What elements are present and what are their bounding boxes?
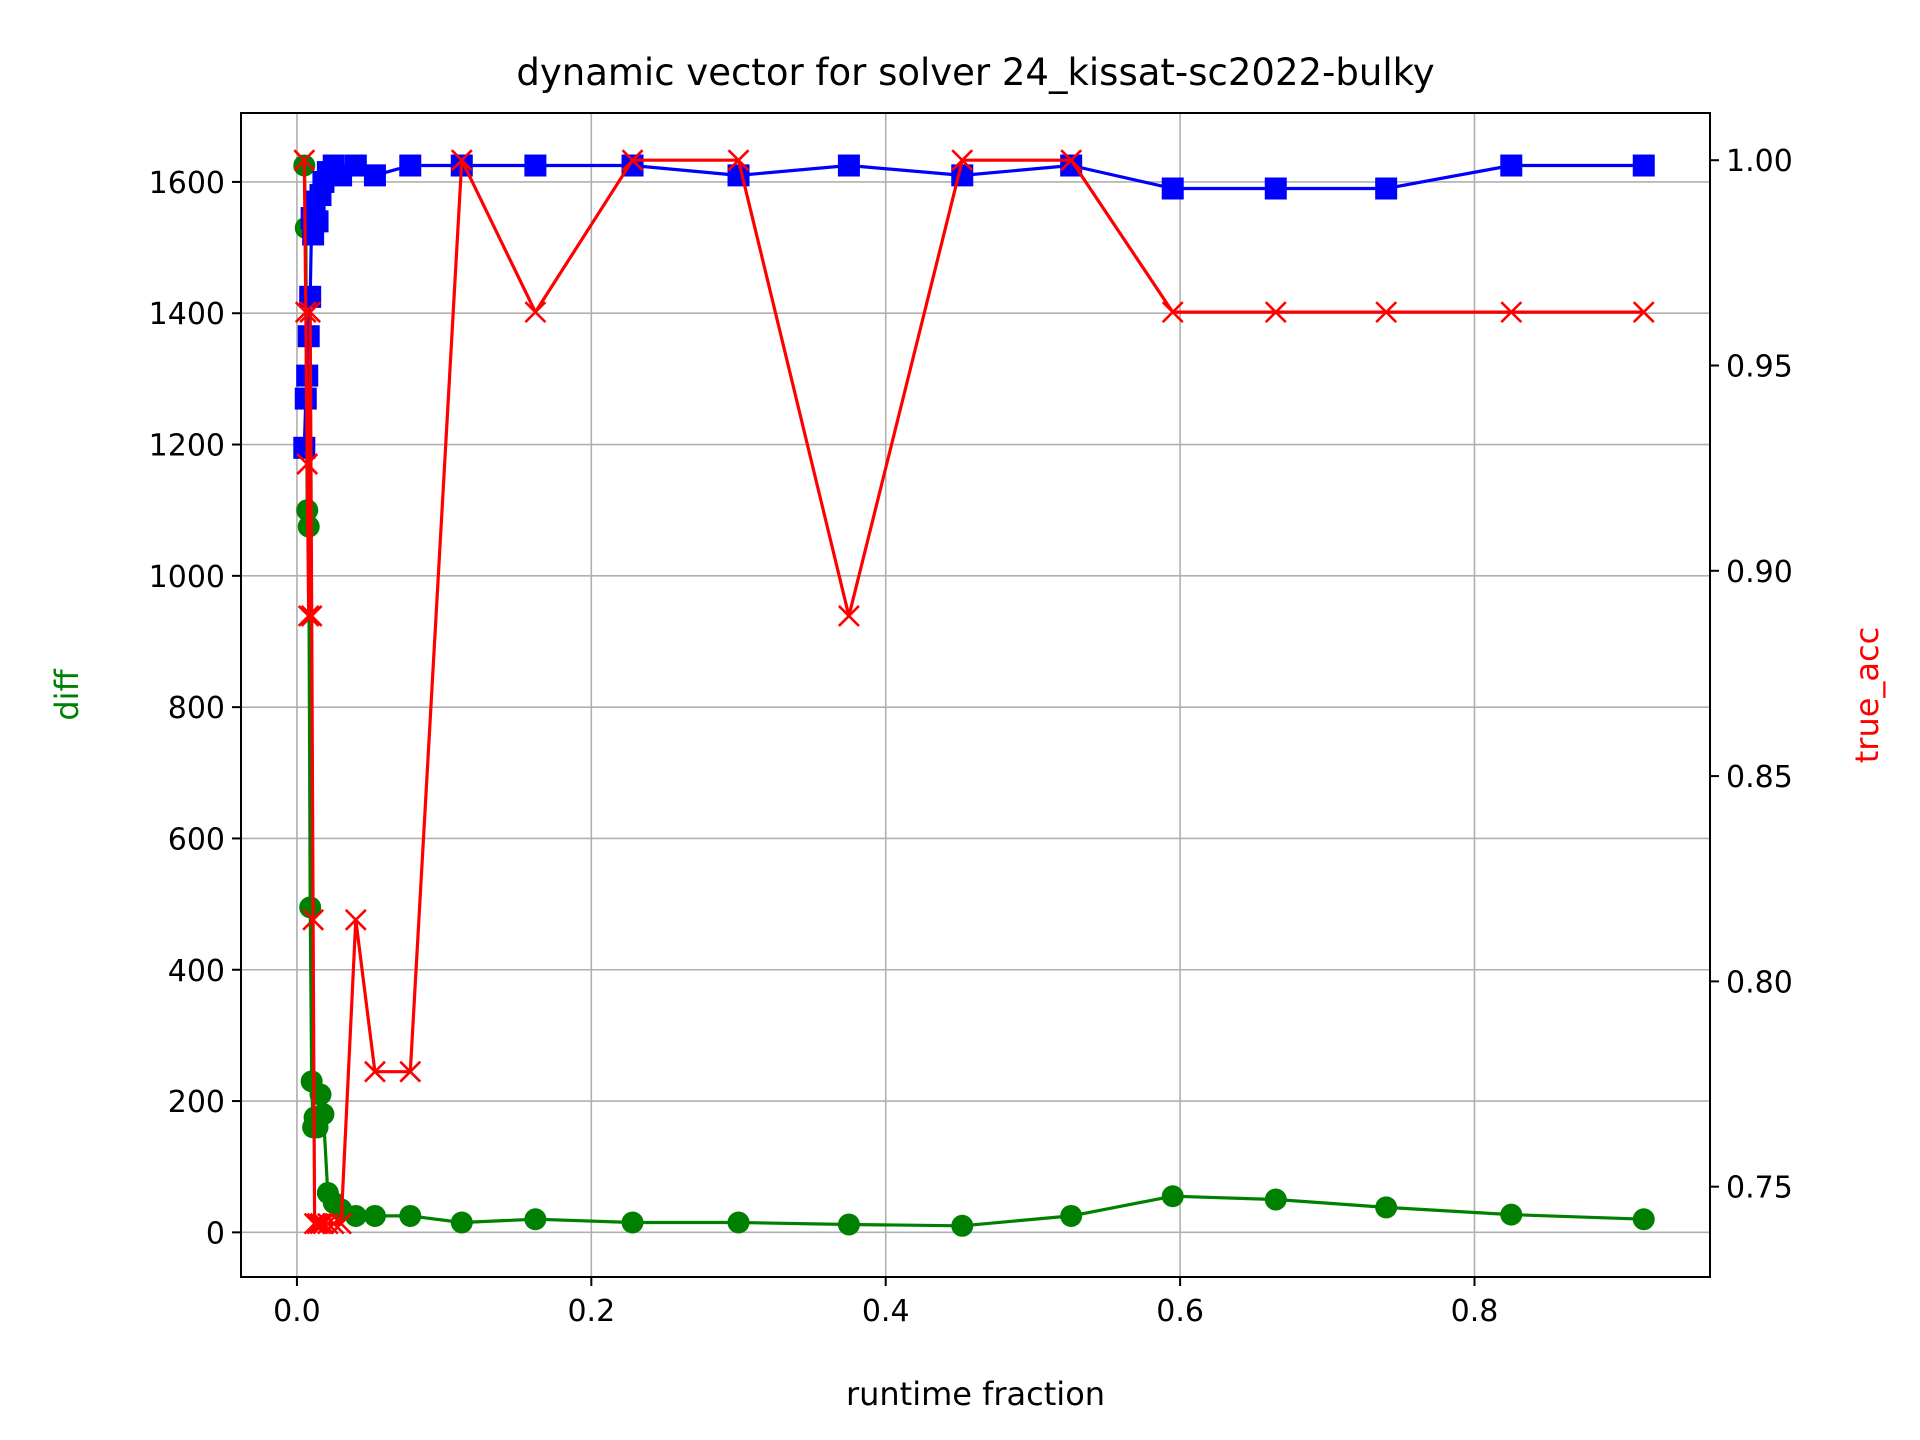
data-point bbox=[1632, 1208, 1655, 1231]
left-y-tick-label: 1200 bbox=[149, 429, 225, 464]
axis-ticks: 0.0 0.2 0.4 0.6 0.80200400600800100012001400… bbox=[149, 144, 1793, 1329]
data-point bbox=[1264, 1188, 1287, 1211]
data-point bbox=[1632, 154, 1655, 177]
data-point bbox=[1375, 177, 1398, 200]
data-point bbox=[837, 605, 860, 627]
left-y-tick-label: 1400 bbox=[149, 297, 225, 332]
data-point bbox=[296, 453, 319, 475]
data-point bbox=[363, 1204, 386, 1227]
series-layer bbox=[293, 149, 1655, 1237]
plot-frame bbox=[240, 112, 1711, 1278]
data-point bbox=[293, 149, 316, 172]
right-y-tick-label: 0.80 bbox=[1726, 965, 1793, 1000]
data-point bbox=[1264, 177, 1287, 200]
data-point bbox=[621, 149, 644, 172]
left-y-tick-label: 600 bbox=[168, 822, 225, 857]
left-y-tick-label: 400 bbox=[168, 954, 225, 989]
data-point bbox=[727, 149, 750, 172]
x-tick-label: 0.8 bbox=[1451, 1294, 1499, 1329]
data-point bbox=[344, 154, 367, 177]
data-point bbox=[1632, 301, 1655, 324]
data-point bbox=[399, 1060, 422, 1083]
data-point bbox=[297, 605, 320, 627]
data-point bbox=[524, 154, 547, 177]
data-point bbox=[399, 1204, 422, 1227]
data-point bbox=[727, 1211, 750, 1234]
data-point bbox=[312, 1103, 335, 1126]
x-tick-label: 0.6 bbox=[1156, 1294, 1204, 1329]
data-point bbox=[300, 605, 323, 627]
x-tick-label: 0.2 bbox=[567, 1294, 615, 1329]
x-tick-label: 0.4 bbox=[862, 1294, 910, 1329]
data-point bbox=[1500, 301, 1523, 324]
data-point bbox=[1375, 301, 1398, 324]
right-y-tick-label: 0.90 bbox=[1726, 555, 1793, 590]
data-point bbox=[364, 1060, 386, 1083]
data-point bbox=[312, 1212, 335, 1235]
data-point bbox=[344, 908, 367, 931]
data-point bbox=[621, 1211, 644, 1234]
data-point bbox=[344, 1204, 367, 1227]
x-tick-label: 0.0 bbox=[273, 1294, 321, 1329]
right-y-axis-label: true_acc bbox=[1848, 627, 1886, 763]
grid-lines bbox=[241, 113, 1710, 1277]
data-point bbox=[322, 1212, 345, 1235]
data-point bbox=[294, 301, 317, 324]
data-point bbox=[1375, 1196, 1398, 1219]
data-point bbox=[330, 1212, 353, 1235]
left-y-tick-label: 800 bbox=[168, 691, 225, 726]
data-point bbox=[1060, 1204, 1083, 1227]
data-point bbox=[306, 210, 329, 233]
data-point bbox=[1161, 301, 1184, 324]
left-y-tick-label: 200 bbox=[168, 1085, 225, 1120]
right-y-tick-label: 0.85 bbox=[1726, 760, 1793, 795]
data-point bbox=[299, 301, 322, 324]
data-point bbox=[524, 301, 547, 324]
right-y-tick-label: 0.95 bbox=[1726, 350, 1793, 385]
data-point bbox=[1161, 177, 1184, 200]
series-x bbox=[293, 149, 1655, 1235]
x-axis-label: runtime fraction bbox=[846, 1375, 1105, 1413]
right-y-tick-label: 1.00 bbox=[1726, 144, 1793, 179]
left-y-axis-label: diff bbox=[48, 668, 86, 720]
left-y-tick-label: 1600 bbox=[149, 166, 225, 201]
data-point bbox=[399, 154, 422, 177]
data-point bbox=[837, 1213, 860, 1236]
data-point bbox=[1500, 154, 1523, 177]
data-point bbox=[1161, 1185, 1184, 1208]
data-point bbox=[837, 154, 860, 177]
right-y-tick-label: 0.75 bbox=[1726, 1171, 1793, 1206]
data-point bbox=[951, 149, 974, 172]
left-y-tick-label: 0 bbox=[206, 1216, 225, 1251]
data-point bbox=[951, 1214, 974, 1237]
data-point bbox=[1264, 301, 1287, 324]
data-point bbox=[1500, 1203, 1523, 1226]
data-point bbox=[306, 1212, 329, 1235]
data-point bbox=[363, 164, 386, 187]
data-point bbox=[302, 908, 325, 931]
data-point bbox=[450, 1211, 473, 1234]
data-point bbox=[450, 149, 473, 172]
data-point bbox=[1060, 149, 1083, 172]
data-point bbox=[524, 1208, 547, 1231]
chart-title: dynamic vector for solver 24_kissat-sc20… bbox=[516, 51, 1434, 94]
left-y-tick-label: 1000 bbox=[149, 560, 225, 595]
